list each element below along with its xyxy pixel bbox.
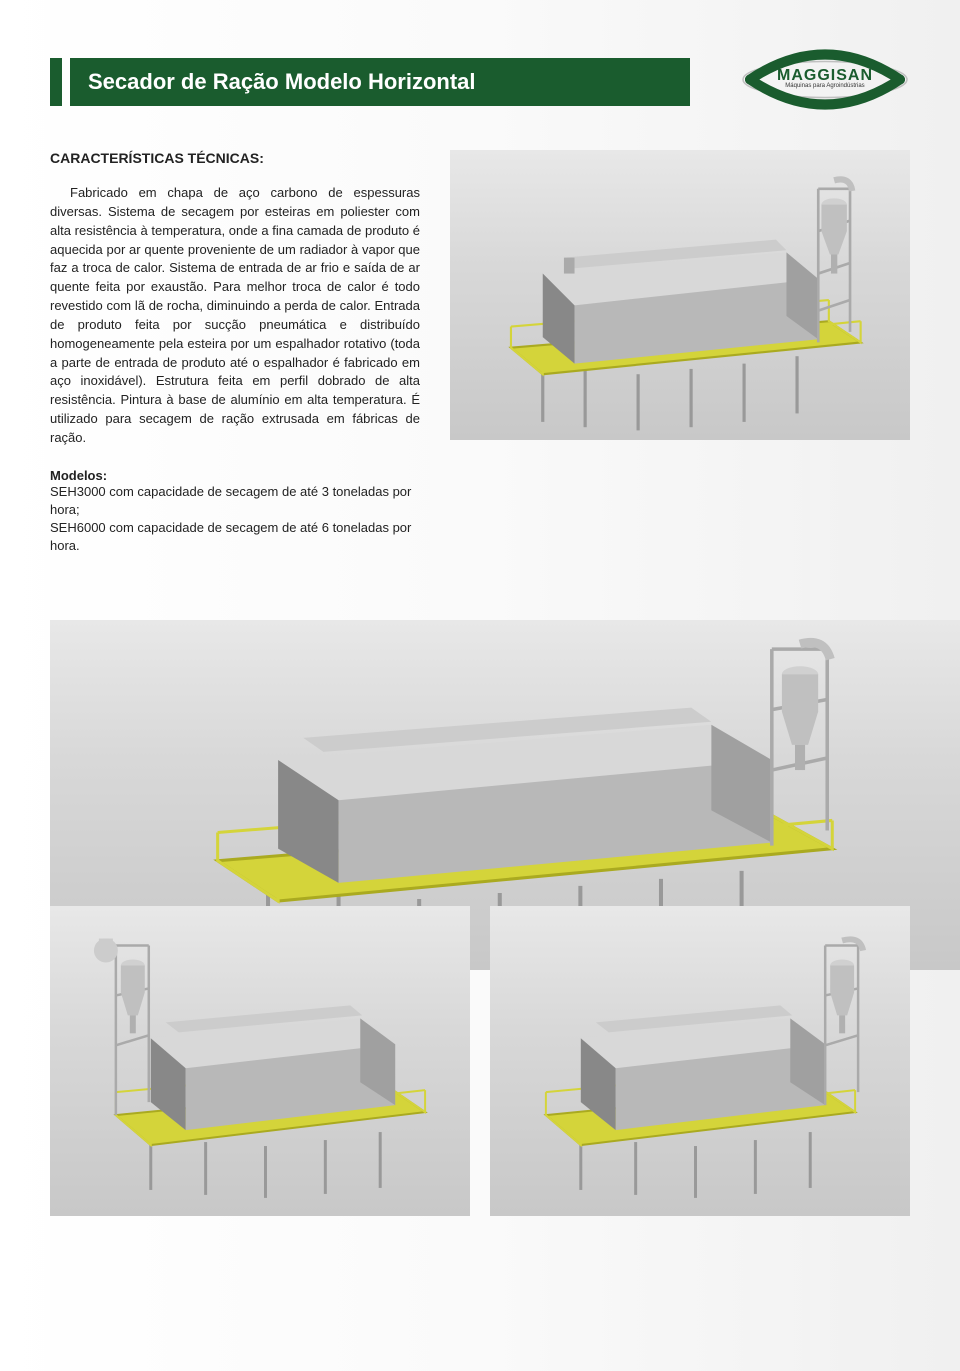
section-title: CARACTERÍSTICAS TÉCNICAS: (50, 150, 420, 166)
product-render-bottom-right (490, 906, 910, 1216)
page: Secador de Ração Modelo Horizontal MAGGI… (0, 0, 960, 1371)
content-row: CARACTERÍSTICAS TÉCNICAS: Fabricado em c… (50, 150, 910, 556)
page-title: Secador de Ração Modelo Horizontal (88, 69, 476, 95)
section-body: Fabricado em chapa de aço carbono de esp… (50, 184, 420, 448)
logo: MAGGISAN Máquinas para Agroindústrias (740, 40, 910, 120)
header-accent-bar (50, 58, 62, 106)
models-title: Modelos: (50, 468, 420, 483)
logo-tagline: Máquinas para Agroindústrias (740, 83, 910, 89)
left-column: CARACTERÍSTICAS TÉCNICAS: Fabricado em c… (50, 150, 420, 556)
models-item-1: SEH3000 com capacidade de secagem de até… (50, 483, 420, 519)
models-item-2: SEH6000 com capacidade de secagem de até… (50, 519, 420, 555)
header: Secador de Ração Modelo Horizontal MAGGI… (50, 40, 910, 120)
right-column (450, 150, 910, 556)
product-render-bottom-left (50, 906, 470, 1216)
header-title-bar: Secador de Ração Modelo Horizontal (70, 58, 690, 106)
product-render-top (450, 150, 910, 440)
logo-text-block: MAGGISAN Máquinas para Agroindústrias (740, 67, 910, 89)
